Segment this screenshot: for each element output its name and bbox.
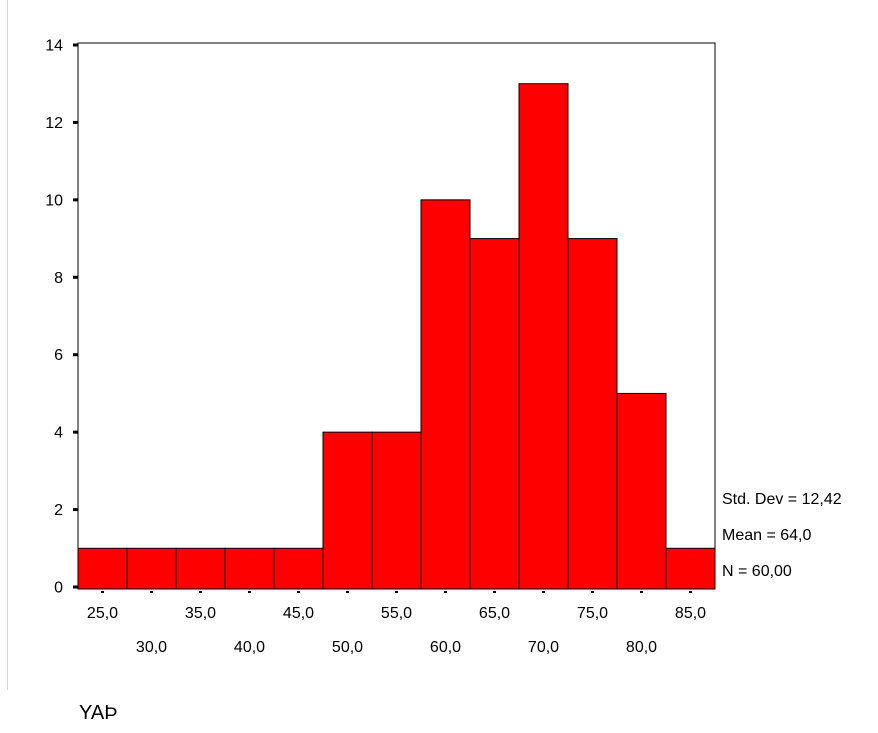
histogram-bar (77, 547, 128, 590)
plot-frame (77, 42, 716, 590)
histogram-bar (371, 431, 422, 590)
x-tick-mark (199, 591, 202, 593)
y-tick-mark (73, 120, 78, 124)
y-tick-mark (73, 275, 78, 279)
x-axis-title: YAÞ (79, 702, 118, 724)
y-tick-label: 14 (45, 38, 63, 55)
std-dev-label: Std. Dev = 12,42 (722, 491, 842, 508)
histogram-bar (126, 547, 177, 590)
x-tick-label: 35,0 (185, 605, 216, 622)
histogram-bar (518, 83, 569, 590)
x-tick-mark (346, 591, 349, 593)
histogram-bar (322, 431, 373, 590)
histogram-bar (616, 392, 667, 590)
y-tick-label: 4 (54, 425, 63, 442)
x-tick-mark (493, 591, 496, 593)
histogram-bar (567, 238, 618, 590)
page-margin-line (7, 0, 8, 690)
mean-label: Mean = 64,0 (722, 527, 812, 544)
x-tick-label: 70,0 (528, 639, 559, 656)
x-tick-label: 45,0 (283, 605, 314, 622)
x-tick-label: 80,0 (626, 639, 657, 656)
x-tick-label: 60,0 (430, 639, 461, 656)
x-tick-label: 40,0 (234, 639, 265, 656)
y-tick-label: 12 (45, 115, 63, 132)
x-tick-label: 75,0 (577, 605, 608, 622)
histogram-bar (420, 199, 471, 590)
histogram-bar (273, 547, 324, 590)
histogram-bar (665, 547, 716, 590)
x-tick-label: 55,0 (381, 605, 412, 622)
y-tick-label: 8 (54, 270, 63, 287)
x-tick-mark (248, 591, 251, 593)
x-tick-mark (444, 591, 447, 593)
x-tick-mark (101, 591, 104, 593)
x-tick-mark (297, 591, 300, 593)
y-tick-label: 2 (54, 502, 63, 519)
x-tick-mark (591, 591, 594, 593)
y-tick-mark (73, 585, 78, 589)
histogram-bar (224, 547, 275, 590)
y-tick-mark (73, 353, 78, 357)
y-tick-label: 10 (45, 192, 63, 209)
n-label: N = 60,00 (722, 563, 792, 580)
x-tick-label: 65,0 (479, 605, 510, 622)
x-tick-label: 30,0 (136, 639, 167, 656)
x-axis: 25,0 30,0 35,0 40,0 45,0 50,0 55,0 60,0 65,0 70,0… (87, 591, 706, 656)
x-tick-mark (395, 591, 398, 593)
y-tick-label: 0 (54, 580, 63, 597)
histogram-bar (469, 238, 520, 590)
x-tick-label: 50,0 (332, 639, 363, 656)
y-tick-mark (73, 430, 78, 434)
x-tick-mark (689, 591, 692, 593)
x-tick-label: 85,0 (675, 605, 706, 622)
y-tick-mark (73, 198, 78, 202)
x-tick-label: 25,0 (87, 605, 118, 622)
x-tick-mark (640, 591, 643, 593)
x-tick-mark (542, 591, 545, 593)
y-tick-mark (73, 43, 78, 47)
bars (77, 83, 716, 590)
x-tick-mark (150, 591, 153, 593)
y-axis: 0 2 4 6 8 10 12 14 (45, 38, 78, 597)
histogram-bar (175, 547, 226, 590)
y-tick-label: 6 (54, 347, 63, 364)
y-tick-mark (73, 508, 78, 512)
